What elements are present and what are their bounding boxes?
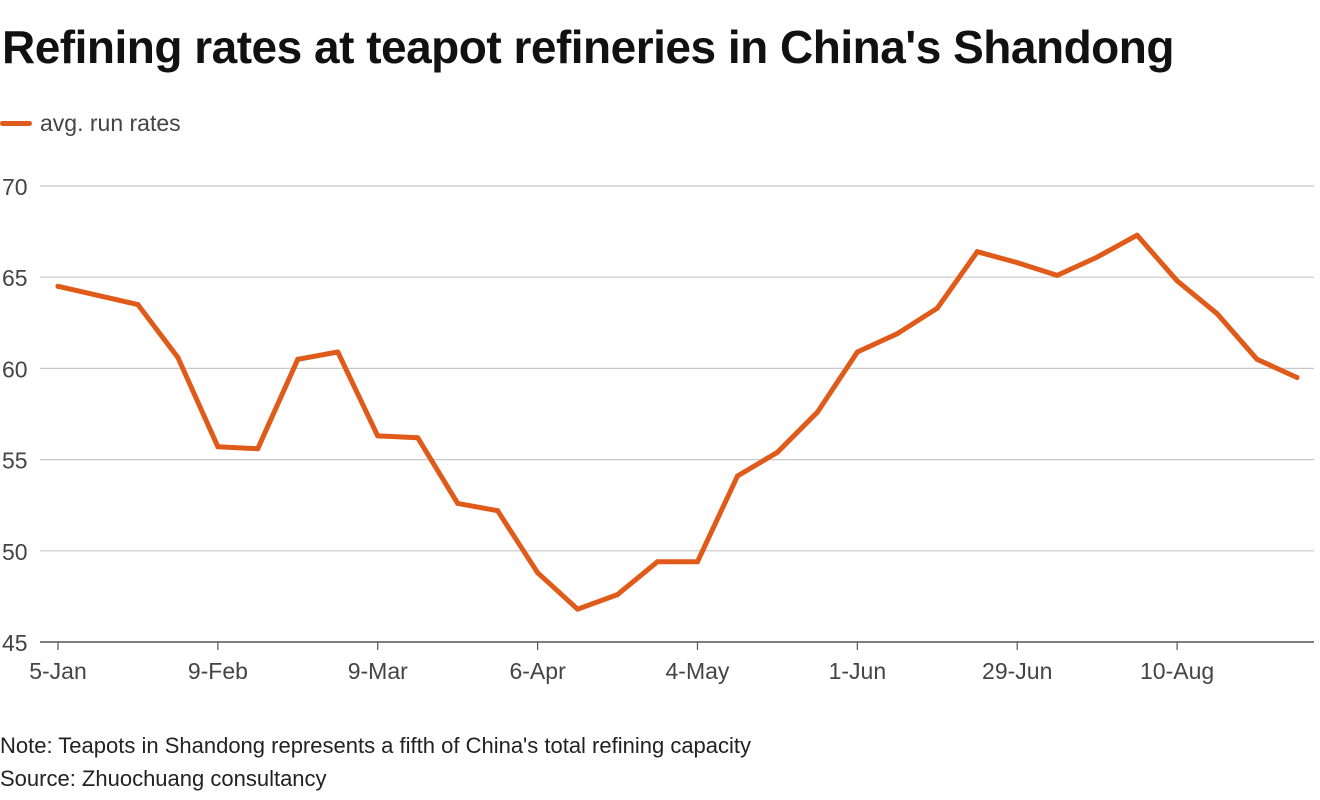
data-point: [95, 292, 101, 298]
x-axis-tick-labels: 5-Jan 9-Feb 9-Mar 6-Apr 4-May 1-Jun 29-Jun 10-A…: [29, 642, 1214, 684]
x-tick-label: 29-Jun: [982, 658, 1052, 684]
data-point: [894, 331, 900, 337]
y-tick-label: 60: [2, 356, 28, 382]
data-point: [295, 356, 301, 362]
data-point: [335, 349, 341, 355]
chart-plot-area: 45 50 55 60 65 70 5-Jan 9-Feb 9-Mar 6-Apr 4-May 1-…: [2, 174, 1314, 684]
data-point: [175, 354, 181, 360]
legend-label: avg. run rates: [40, 109, 181, 136]
data-point: [1134, 232, 1140, 238]
data-point: [854, 349, 860, 355]
data-point: [495, 508, 501, 514]
x-tick-label: 4-May: [666, 658, 730, 684]
data-point: [615, 592, 621, 598]
y-tick-label: 70: [2, 174, 28, 200]
data-point: [1254, 356, 1260, 362]
footnote: Note: Teapots in Shandong represents a f…: [0, 733, 752, 758]
data-point: [1054, 272, 1060, 278]
data-point: [55, 283, 61, 289]
data-point: [215, 444, 221, 450]
data-point: [934, 305, 940, 311]
data-point: [1174, 278, 1180, 284]
data-point: [694, 559, 700, 565]
series-line-avg-run-rates: [55, 232, 1300, 612]
data-point: [974, 249, 980, 255]
legend-swatch: [0, 120, 32, 126]
x-tick-label: 5-Jan: [29, 658, 87, 684]
data-point: [375, 433, 381, 439]
data-point: [1094, 254, 1100, 260]
x-tick-label: 1-Jun: [829, 658, 887, 684]
x-tick-label: 9-Feb: [188, 658, 248, 684]
gridlines: [40, 185, 1314, 643]
source-credit: Source: Zhuochuang consultancy: [0, 766, 327, 791]
data-point: [655, 559, 661, 565]
y-tick-label: 45: [2, 630, 28, 656]
y-tick-label: 50: [2, 539, 28, 565]
data-point: [814, 409, 820, 415]
y-tick-label: 65: [2, 265, 28, 291]
y-axis-tick-labels: 45 50 55 60 65 70: [2, 174, 28, 656]
data-point: [575, 606, 581, 612]
data-point: [774, 449, 780, 455]
data-point: [1294, 375, 1300, 381]
data-point: [455, 500, 461, 506]
series-layer: [55, 232, 1300, 612]
legend: avg. run rates: [0, 108, 181, 138]
x-tick-label: 6-Apr: [509, 658, 566, 684]
y-tick-label: 55: [2, 448, 28, 474]
data-point: [415, 435, 421, 441]
data-point: [734, 473, 740, 479]
chart-title: Refining rates at teapot refineries in C…: [2, 21, 1174, 73]
data-point: [1214, 311, 1220, 317]
data-point: [255, 446, 261, 452]
x-tick-label: 9-Mar: [348, 658, 408, 684]
x-tick-label: 10-Aug: [1140, 658, 1214, 684]
data-point: [1014, 260, 1020, 266]
data-point: [535, 570, 541, 576]
data-point: [135, 302, 141, 308]
